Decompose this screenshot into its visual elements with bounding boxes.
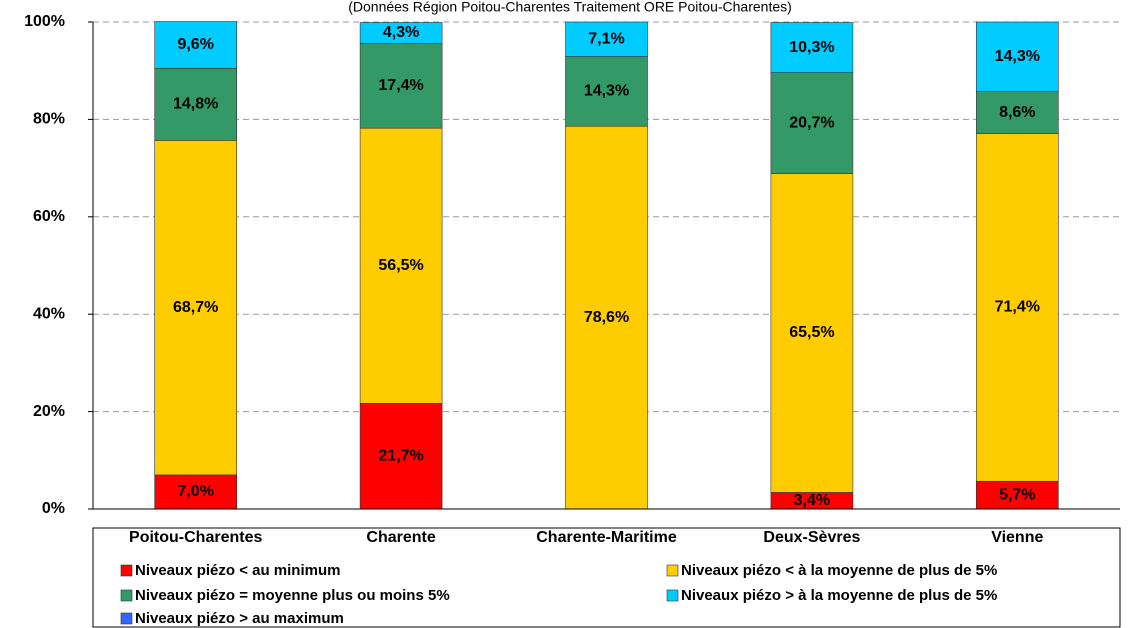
bar-segment bbox=[154, 474, 237, 510]
legend-swatch bbox=[666, 589, 679, 602]
data-label: 65,5% bbox=[789, 324, 834, 341]
bar-segment bbox=[359, 22, 443, 44]
bar-segment bbox=[359, 127, 443, 404]
bar-segment bbox=[565, 125, 648, 510]
data-label: 7,0% bbox=[177, 483, 213, 500]
data-label: 78,6% bbox=[584, 309, 629, 326]
legend-swatch bbox=[120, 589, 133, 602]
x-tick-label: Deux-Sèvres bbox=[763, 529, 860, 546]
data-label: 21,7% bbox=[378, 447, 423, 464]
data-label: 8,6% bbox=[999, 104, 1035, 121]
data-label: 4,3% bbox=[383, 24, 419, 41]
bar-segment bbox=[975, 480, 1059, 510]
bar-segment bbox=[565, 21, 648, 57]
data-label: 7,1% bbox=[588, 31, 624, 48]
data-label: 68,7% bbox=[173, 299, 218, 316]
bar-segment bbox=[975, 133, 1059, 482]
bar-segment bbox=[154, 21, 237, 69]
legend-swatch bbox=[120, 612, 133, 625]
data-label: 14,8% bbox=[173, 96, 218, 113]
bar-segment bbox=[565, 56, 648, 127]
bar-segment bbox=[770, 173, 854, 493]
bar-segment bbox=[975, 91, 1059, 134]
y-tick-label: 80% bbox=[33, 111, 65, 128]
data-label: 3,4% bbox=[794, 492, 830, 509]
x-tick-label: Charente-Maritime bbox=[536, 529, 677, 546]
bar-segment bbox=[975, 21, 1059, 92]
data-label: 56,5% bbox=[378, 257, 423, 274]
y-tick-label: 0% bbox=[42, 500, 65, 517]
data-label: 17,4% bbox=[378, 77, 423, 94]
bar-segment bbox=[359, 403, 443, 510]
legend-swatch bbox=[666, 564, 679, 577]
data-label: 14,3% bbox=[584, 83, 629, 100]
bar-segment bbox=[154, 140, 237, 476]
x-tick-label: Charente bbox=[366, 529, 435, 546]
legend-swatch bbox=[120, 564, 133, 577]
bar-segment bbox=[154, 67, 237, 141]
y-tick-label: 20% bbox=[33, 403, 65, 420]
bar-segment bbox=[770, 72, 854, 174]
y-tick-label: 40% bbox=[33, 305, 65, 322]
data-label: 14,3% bbox=[995, 48, 1040, 65]
legend-box bbox=[92, 527, 1121, 628]
x-tick-label: Vienne bbox=[991, 529, 1043, 546]
x-tick-label: Poitou-Charentes bbox=[129, 529, 262, 546]
legend-label: Niveaux piézo > à la moyenne de plus de … bbox=[681, 587, 997, 604]
data-label: 5,7% bbox=[999, 486, 1035, 503]
data-label: 71,4% bbox=[995, 299, 1040, 316]
data-label: 20,7% bbox=[789, 114, 834, 131]
legend-label: Niveaux piézo < au minimum bbox=[135, 562, 340, 579]
y-tick-label: 60% bbox=[33, 208, 65, 225]
legend-label: Niveaux piézo < à la moyenne de plus de … bbox=[681, 562, 997, 579]
bar-segment bbox=[770, 22, 854, 73]
legend-label: Niveaux piézo = moyenne plus ou moins 5% bbox=[135, 587, 450, 604]
bar-segment bbox=[359, 43, 443, 129]
data-label: 10,3% bbox=[789, 39, 834, 56]
data-label: 9,6% bbox=[177, 36, 213, 53]
legend-label: Niveaux piézo > au maximum bbox=[135, 610, 344, 627]
chart-subtitle: (Données Région Poitou-Charentes Traitem… bbox=[348, 0, 792, 15]
y-tick-label: 100% bbox=[24, 13, 65, 30]
